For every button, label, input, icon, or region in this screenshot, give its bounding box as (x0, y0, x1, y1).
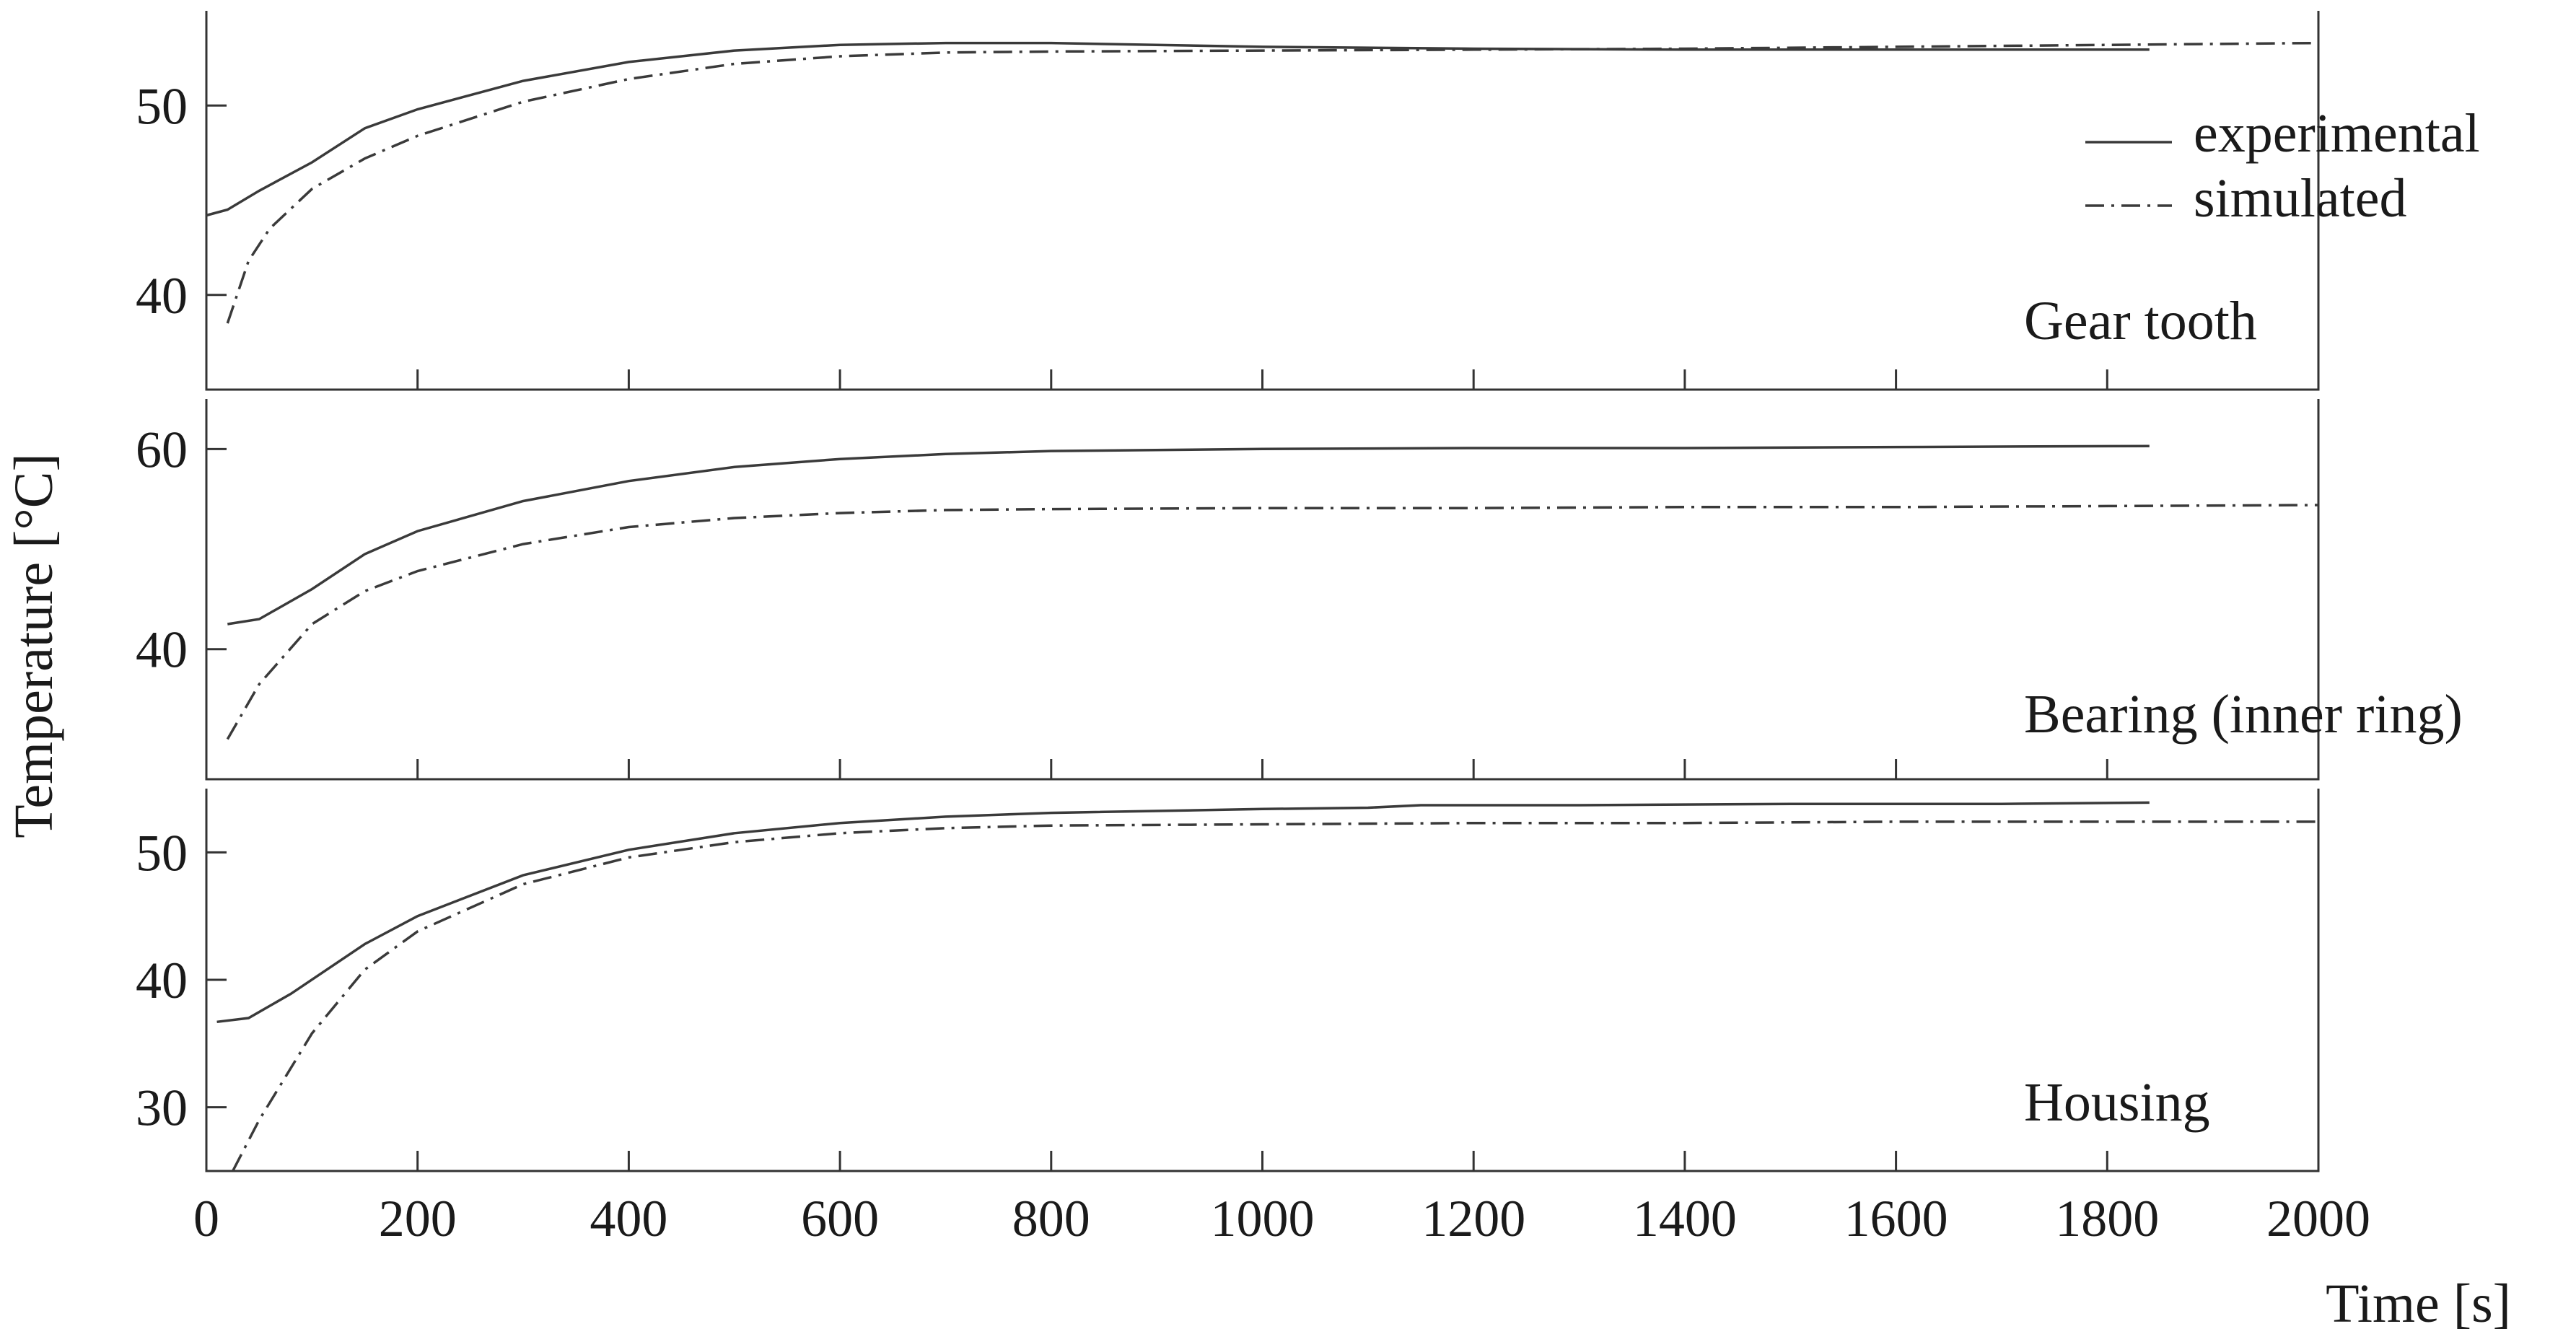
y-tick-label: 40 (136, 267, 188, 325)
chart-panels: 40 50 Gear tooth 40 60 Bearing (inner ring) 30… (136, 11, 2463, 1247)
x-tick-label: 1200 (1421, 1190, 1525, 1247)
panel-label: Gear tooth (2024, 291, 2257, 351)
y-axis-label: Temperature [°C] (4, 453, 64, 838)
panel-1-axes (205, 11, 2320, 391)
legend: experimental simulated (2085, 103, 2480, 229)
legend-label-simulated: simulated (2194, 168, 2407, 229)
x-tick-label: 1600 (1844, 1190, 1948, 1247)
panel-1: 40 50 Gear tooth (136, 11, 2320, 391)
panel-label: Housing (2024, 1072, 2210, 1133)
y-tick-label: 40 (136, 621, 188, 679)
x-tick-label: 1800 (2055, 1190, 2159, 1247)
y-tick-label: 50 (136, 77, 188, 135)
y-tick-label: 50 (136, 824, 188, 882)
panel-3-axes (205, 789, 2320, 1172)
series-simulated-panel-2 (226, 504, 2319, 740)
x-tick-labels: 0 200 400 600 800 1000 1200 1400 1600 1800 2000 (193, 1190, 2370, 1247)
x-tick-label: 200 (379, 1190, 457, 1247)
y-tick-label: 40 (136, 952, 188, 1009)
x-axis-label: Time [s] (2326, 1273, 2511, 1334)
panel-3: 30 40 50 Housing (136, 789, 2320, 1172)
y-tick-label: 30 (136, 1079, 188, 1137)
legend-label-experimental: experimental (2194, 103, 2480, 164)
series-experimental-panel-3 (216, 801, 2150, 1024)
x-tick-label: 800 (1012, 1190, 1090, 1247)
x-tick-label: 1400 (1633, 1190, 1737, 1247)
panel-label: Bearing (inner ring) (2024, 684, 2463, 745)
series-experimental-panel-1 (206, 41, 2150, 217)
series-simulated-panel-1 (226, 41, 2319, 324)
y-tick-label: 60 (136, 421, 188, 478)
x-tick-label: 2000 (2266, 1190, 2370, 1247)
series-simulated-panel-3 (232, 820, 2318, 1172)
x-tick-label: 0 (193, 1190, 219, 1247)
series-experimental-panel-2 (227, 444, 2150, 626)
x-tick-label: 400 (590, 1190, 667, 1247)
panel-2-axes (205, 399, 2320, 781)
x-tick-label: 1000 (1211, 1190, 1315, 1247)
panel-2: 40 60 Bearing (inner ring) (136, 399, 2463, 781)
x-tick-label: 600 (801, 1190, 879, 1247)
